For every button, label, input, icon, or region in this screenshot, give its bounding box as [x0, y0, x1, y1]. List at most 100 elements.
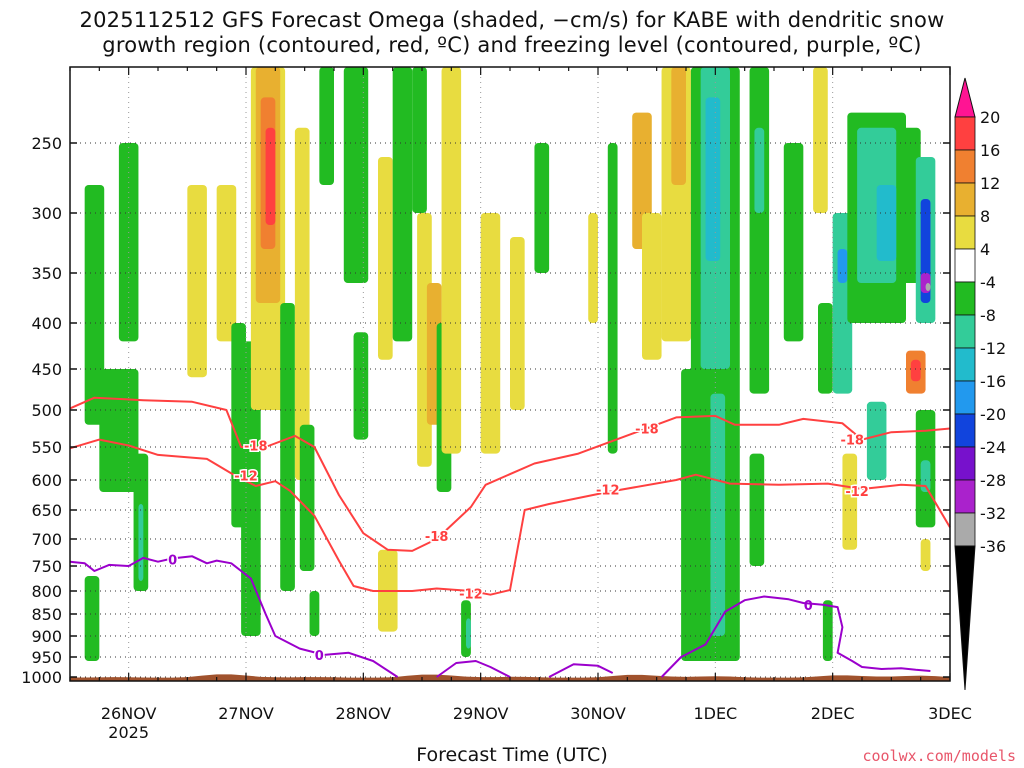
omega-region [818, 303, 833, 394]
colorbar-segment [954, 380, 976, 415]
contour-label: -12 [596, 484, 620, 499]
omega-region [480, 213, 501, 454]
omega-region [265, 127, 276, 225]
colorbar-tick-label: 8 [980, 207, 990, 226]
omega-region [99, 369, 139, 492]
colorbar-segment [954, 479, 976, 514]
omega-region [216, 185, 237, 342]
x-tick-label: 1DEC [693, 704, 737, 723]
y-tick-label: 250 [31, 134, 62, 153]
omega-region [837, 249, 848, 283]
omega-region [754, 127, 765, 213]
omega-region [84, 576, 100, 661]
omega-region [187, 185, 207, 378]
x-tick-label: 29NOV [453, 704, 509, 723]
omega-region [920, 539, 931, 571]
colorbar-segment [954, 149, 976, 184]
y-tick-label: 500 [31, 401, 62, 420]
x-tick-label: 30NOV [570, 704, 626, 723]
y-tick-label: 400 [31, 314, 62, 333]
omega-region [510, 237, 525, 410]
omega-region [309, 591, 320, 636]
contour-line [548, 663, 614, 678]
y-tick-label: 750 [31, 557, 62, 576]
x-tick-label: 28NOV [336, 704, 392, 723]
omega-region [378, 157, 393, 360]
contour-line [69, 438, 951, 596]
colorbar-tick-label: -12 [980, 339, 1006, 358]
omega-region [710, 393, 726, 636]
omega-region [138, 504, 144, 581]
colorbar-tick-label: -32 [980, 504, 1006, 523]
contour-line [69, 396, 951, 552]
colorbar-tick-label: -24 [980, 438, 1006, 457]
omega-region [280, 303, 295, 591]
y-tick-label: 450 [31, 360, 62, 379]
omega-region [588, 213, 598, 323]
colorbar-tick-label: -36 [980, 537, 1006, 556]
colorbar-tick-label: -16 [980, 372, 1006, 391]
y-tick-label: 350 [31, 264, 62, 283]
omega-region [353, 332, 369, 440]
omega-region [642, 213, 662, 360]
colorbar-tick-label: 20 [980, 108, 1000, 127]
omega-shading-layer [84, 67, 936, 661]
colorbar-tick-label: 12 [980, 174, 1000, 193]
contour-label: 0 [168, 554, 177, 569]
y-tick-label: 550 [31, 438, 62, 457]
contour-label: -12 [459, 587, 483, 602]
y-tick-label: 850 [31, 605, 62, 624]
omega-region [866, 401, 887, 480]
x-tick-sublabel: 2025 [108, 723, 149, 742]
y-tick-label: 900 [31, 627, 62, 646]
x-axis-label: Forecast Time (UTC) [416, 744, 608, 766]
omega-region [319, 67, 334, 185]
colorbar-top-triangle [954, 77, 976, 118]
colorbar-segment [954, 182, 976, 217]
x-tick-label: 2DEC [811, 704, 855, 723]
x-tick-label: 27NOV [218, 704, 274, 723]
colorbar-segment [954, 413, 976, 448]
y-axis: 250 300 350 400 450 500 550 600 650 700 750 800 850 9… [21, 134, 950, 687]
omega-region [920, 460, 931, 492]
y-tick-label: 300 [31, 204, 62, 223]
contour-label: -18 [635, 423, 659, 438]
x-tick-label: 3DEC [928, 704, 972, 723]
omega-region [392, 67, 413, 342]
contour-label: 0 [315, 649, 324, 664]
credit-text: coolwx.com/models [862, 747, 1016, 765]
y-tick-label: 950 [31, 648, 62, 667]
colorbar-segment [954, 347, 976, 382]
colorbar-tick-label: -20 [980, 405, 1006, 424]
contour-label: -12 [234, 469, 258, 484]
omega-region [876, 185, 897, 261]
chart-title-line1: 2025112512 GFS Forecast Omega (shaded, −… [79, 8, 945, 32]
omega-region [749, 67, 770, 394]
colorbar-segment [954, 248, 976, 283]
contour-label: 0 [804, 599, 813, 614]
colorbar-segment [954, 446, 976, 481]
omega-region [671, 67, 686, 185]
omega-region [534, 143, 550, 273]
chart-title-line2: growth region (contoured, red, ºC) and f… [102, 33, 922, 57]
colorbar-tick-label: -8 [980, 306, 996, 325]
omega-region [705, 97, 721, 262]
contour-line [436, 660, 511, 678]
omega-region [294, 127, 310, 481]
omega-region [441, 67, 462, 454]
omega-region [299, 424, 315, 571]
omega-region [412, 67, 427, 213]
colorbar-tick-label: 4 [980, 240, 990, 259]
colorbar-segment [954, 314, 976, 349]
contour-label: -18 [244, 440, 268, 455]
omega-region [813, 67, 828, 213]
y-tick-label: 1000 [21, 668, 62, 687]
omega-region [901, 127, 921, 283]
colorbar-tick-label: 16 [980, 141, 1000, 160]
colorbar-tick-label: -28 [980, 471, 1006, 490]
contour-line [660, 595, 931, 678]
omega-region [910, 359, 921, 382]
omega-region [84, 185, 105, 425]
